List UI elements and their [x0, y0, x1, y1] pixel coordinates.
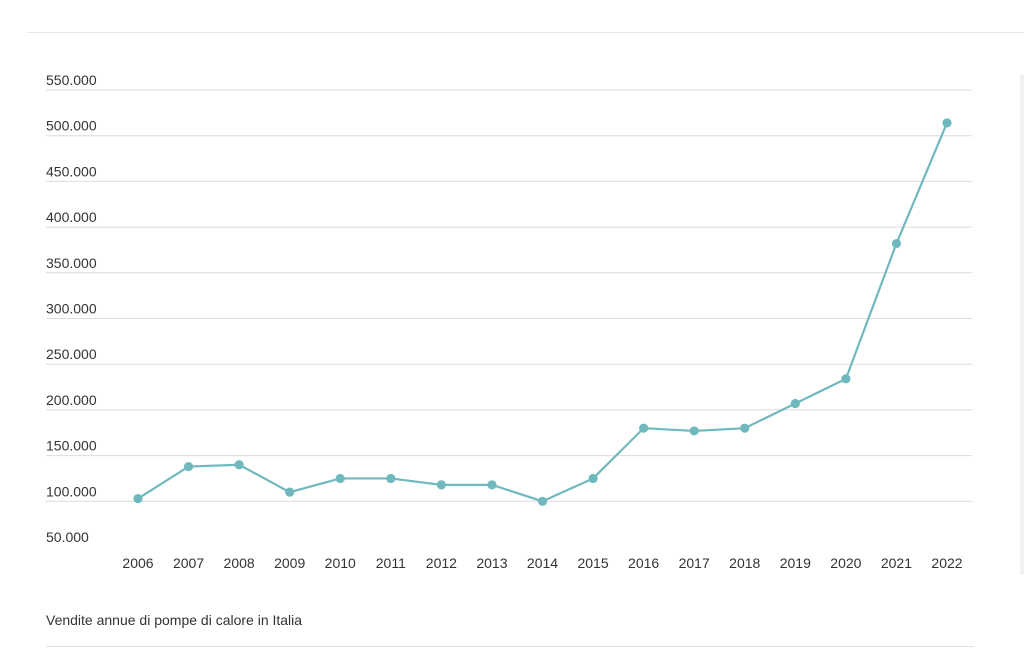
bottom-divider [46, 646, 974, 647]
data-point[interactable] [639, 423, 649, 433]
data-point[interactable] [942, 118, 952, 128]
data-point[interactable] [234, 460, 244, 470]
x-tick-label: 2015 [577, 555, 608, 571]
y-tick-label: 550.000 [46, 72, 97, 88]
data-point[interactable] [285, 487, 295, 497]
data-point[interactable] [183, 461, 194, 472]
x-tick-label: 2022 [931, 555, 962, 571]
x-tick-label: 2011 [376, 555, 406, 571]
y-axis-ticks: 50.000 100.000 150.000 200.000 250.000 300.00… [46, 72, 97, 545]
x-tick-label: 2012 [426, 555, 457, 571]
data-point[interactable] [740, 423, 750, 433]
x-tick-label: 2013 [476, 555, 507, 571]
x-tick-label: 2009 [274, 555, 305, 571]
series-layer [133, 118, 952, 506]
x-tick-label: 2006 [122, 555, 153, 571]
data-point[interactable] [689, 426, 699, 436]
y-tick-label: 450.000 [46, 163, 97, 179]
data-point[interactable] [891, 238, 902, 249]
data-point[interactable] [133, 493, 143, 504]
x-axis-ticks: 2006 2007 2008 2009 2010 2011 2012 2013 2014 2015… [122, 555, 962, 571]
y-tick-label: 200.000 [46, 392, 97, 408]
data-point[interactable] [588, 473, 598, 484]
x-tick-label: 2014 [527, 555, 558, 571]
x-tick-label: 2017 [679, 555, 710, 571]
x-tick-label: 2008 [224, 555, 255, 571]
data-point[interactable] [487, 480, 497, 490]
y-tick-label: 250.000 [46, 346, 97, 362]
y-tick-label: 100.000 [46, 483, 97, 499]
chart-caption: Vendite annue di pompe di calore in Ital… [46, 612, 303, 628]
data-point[interactable] [841, 374, 851, 384]
y-tick-label: 400.000 [46, 209, 97, 225]
y-tick-label: 350.000 [46, 255, 97, 271]
data-point[interactable] [335, 473, 345, 484]
x-tick-label: 2007 [173, 555, 204, 571]
x-tick-label: 2016 [628, 555, 659, 571]
y-tick-label: 150.000 [46, 438, 97, 454]
data-point[interactable] [537, 496, 548, 506]
gridlines [46, 89, 972, 502]
scrollbar-track[interactable] [1020, 75, 1024, 575]
x-tick-label: 2021 [881, 555, 912, 571]
x-tick-label: 2018 [729, 555, 760, 571]
y-tick-label: 300.000 [46, 301, 97, 317]
line-chart: 50.000 100.000 150.000 200.000 250.000 300.00… [46, 72, 972, 571]
data-point[interactable] [436, 480, 446, 490]
series-line [137, 122, 949, 503]
y-tick-label: 500.000 [46, 118, 97, 134]
x-tick-label: 2010 [325, 555, 356, 571]
top-divider [27, 32, 1024, 33]
x-tick-label: 2020 [830, 555, 861, 571]
x-tick-label: 2019 [780, 555, 811, 571]
y-tick-label: 50.000 [46, 529, 89, 545]
data-point[interactable] [386, 473, 396, 484]
data-point[interactable] [790, 398, 800, 409]
